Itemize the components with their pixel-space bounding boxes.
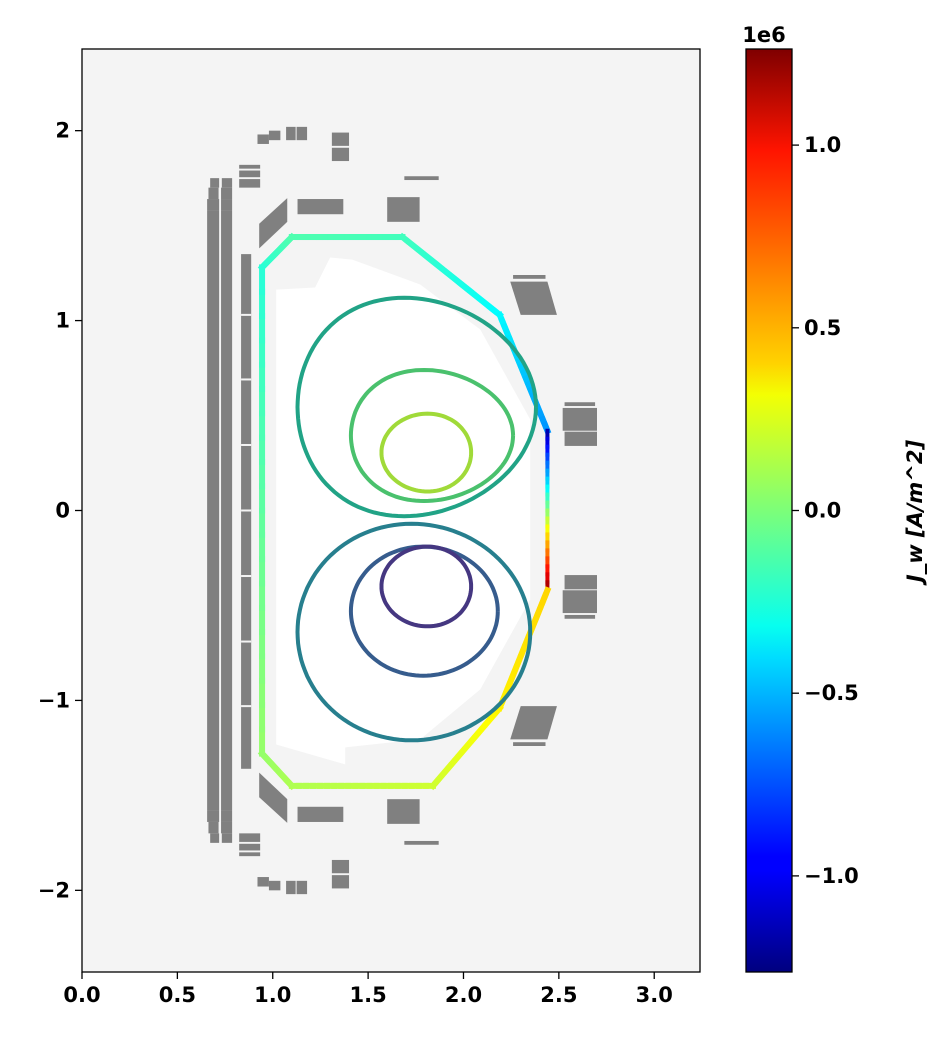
coil <box>562 407 597 431</box>
colorbar-gradient <box>745 48 793 973</box>
colorbar-exponent: 1e6 <box>742 23 785 47</box>
flux-contour <box>348 544 500 678</box>
x-tick-label: 2.0 <box>445 983 482 1007</box>
coil <box>331 859 350 874</box>
flux-contour <box>348 367 516 504</box>
coil <box>221 833 233 843</box>
coil <box>207 810 220 822</box>
coil <box>259 772 288 823</box>
coil <box>331 875 350 889</box>
pf-coil-gap <box>241 313 252 316</box>
flux-contour <box>379 411 474 494</box>
colorbar-tick-label: 0.0 <box>804 499 841 523</box>
colorbar-tick-label: 1.0 <box>804 133 841 157</box>
colorbar-tick-label: 0.5 <box>804 316 841 340</box>
coil <box>221 821 233 834</box>
flux-contour <box>295 521 533 743</box>
pf-coil-gap <box>241 705 252 708</box>
colorbar-tick-label: −0.5 <box>804 681 859 705</box>
coil <box>564 614 596 619</box>
coil <box>387 799 420 824</box>
coil <box>208 821 219 834</box>
y-tick-label: 1 <box>55 309 70 333</box>
y-tick-label: 2 <box>55 119 70 143</box>
plot-axes: 0.0 0.5 1.0 1.5 2.0 2.5 3.0 −2 −1 0 1 2 <box>38 48 701 1007</box>
colorbar-label: J_w [A/m^2] <box>903 439 927 586</box>
coil <box>239 843 261 851</box>
plasma-region <box>276 257 531 765</box>
coil <box>510 281 557 315</box>
coil <box>297 199 344 215</box>
y-tick-label: −2 <box>38 878 70 902</box>
coil <box>239 179 261 188</box>
coil <box>239 164 261 169</box>
y-tick-label: −1 <box>38 688 70 712</box>
coil <box>268 880 281 891</box>
x-tick-label: 1.5 <box>350 983 387 1007</box>
x-tick-label: 1.0 <box>254 983 291 1007</box>
x-tick-label: 2.5 <box>540 983 577 1007</box>
coil <box>208 187 219 200</box>
coil <box>286 880 296 895</box>
central-solenoid <box>207 210 220 811</box>
x-tick-label: 0.5 <box>159 983 196 1007</box>
coil <box>210 178 220 188</box>
y-tick-label: 0 <box>55 499 70 523</box>
pf-coil-gap <box>241 575 252 578</box>
coil <box>221 199 233 211</box>
pf-coil-gap <box>241 378 252 381</box>
coil <box>387 197 420 222</box>
colorbar: 1e6 −1.0 −0.5 0.0 0.5 1.0 J_w [A/m^2] <box>742 23 927 973</box>
coil <box>562 590 597 614</box>
flux-contour <box>295 295 538 519</box>
coil <box>331 147 350 162</box>
pf-coil-gap <box>241 509 252 512</box>
coil <box>221 810 233 822</box>
coil <box>221 178 233 188</box>
coil <box>296 126 308 141</box>
coil <box>564 402 596 407</box>
flux-contour <box>379 544 474 629</box>
coil <box>210 833 220 843</box>
coil <box>239 833 261 842</box>
coil <box>296 880 308 895</box>
coil <box>564 431 597 446</box>
coil <box>564 575 597 590</box>
pf-coil-gap <box>241 443 252 446</box>
coil <box>513 742 546 746</box>
pf-coil-gap <box>241 640 252 643</box>
coil <box>239 852 261 857</box>
coil <box>510 706 557 740</box>
coil <box>207 199 220 211</box>
coil <box>297 806 344 822</box>
coil <box>404 840 439 845</box>
coil <box>331 132 350 146</box>
coil <box>221 187 233 200</box>
coil <box>404 176 439 181</box>
colorbar-tick-label: −1.0 <box>804 864 859 888</box>
coil <box>259 198 288 249</box>
central-solenoid <box>221 210 233 811</box>
coil <box>257 877 269 887</box>
coil <box>239 170 261 178</box>
x-tick-label: 0.0 <box>63 983 100 1007</box>
coil <box>513 275 546 279</box>
coil <box>268 130 281 141</box>
x-tick-label: 3.0 <box>636 983 673 1007</box>
coil <box>257 134 269 144</box>
coil <box>286 126 296 141</box>
